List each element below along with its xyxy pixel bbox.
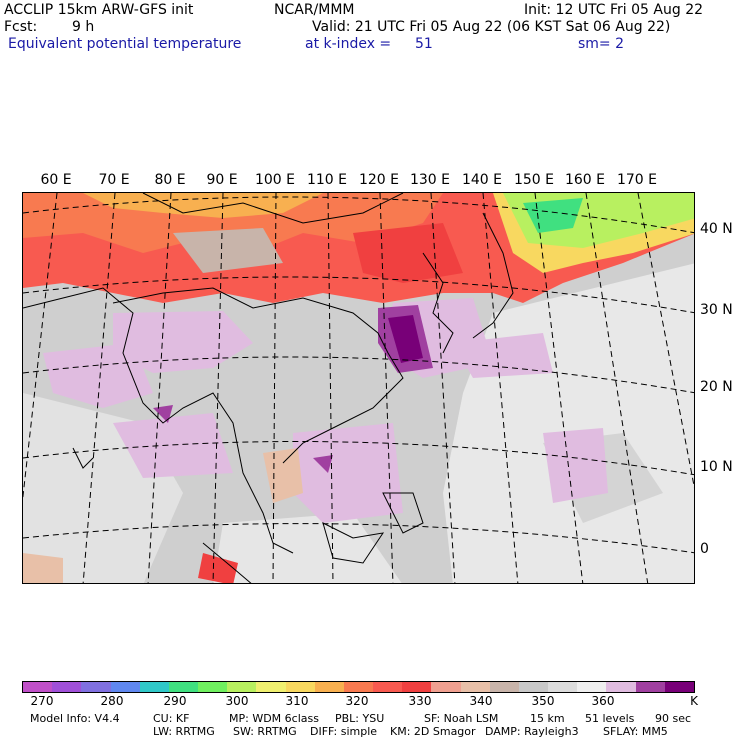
center-name: NCAR/MMM (274, 2, 355, 18)
map-field-svg (23, 193, 694, 583)
field-light-orange-band (83, 193, 323, 218)
fcst-label: Fcst: (4, 19, 38, 35)
footer-damp: DAMP: Rayleigh3 (485, 725, 579, 738)
colorbar-label-310: 310 (285, 694, 309, 708)
colorbar-label-330: 330 (408, 694, 432, 708)
footer-sflay: SFLAY: MM5 (603, 725, 668, 738)
field-green-region (523, 198, 583, 233)
field-purple-spot-2 (313, 455, 333, 473)
colorbar (22, 681, 695, 693)
footer-model-info: Model Info: V4.4 (30, 712, 120, 725)
colorbar-swatch-15 (460, 682, 490, 692)
lat-label-20n: 20 N (700, 379, 733, 395)
footer-sf: SF: Noah LSM (424, 712, 499, 725)
graticule-longitude (23, 193, 694, 583)
lat-label-0: 0 (700, 541, 709, 557)
footer-km: KM: 2D Smagor (390, 725, 476, 738)
colorbar-swatch-12 (373, 682, 403, 692)
colorbar-swatch-19 (577, 682, 607, 692)
colorbar-swatch-22 (664, 682, 694, 692)
field-name: Equivalent potential temperature (8, 36, 242, 52)
colorbar-swatch-2 (81, 682, 111, 692)
lon-label-120e: 120 E (358, 172, 400, 188)
colorbar-swatch-3 (110, 682, 140, 692)
footer-sw: SW: RRTMG (233, 725, 297, 738)
colorbar-swatch-10 (314, 682, 344, 692)
field-deep-red-patch (353, 223, 463, 283)
lon-label-100e: 100 E (254, 172, 296, 188)
lon-label-90e: 90 E (206, 172, 238, 188)
graticule-latitude (23, 196, 694, 554)
lon-label-160e: 160 E (564, 172, 606, 188)
init-time: Init: 12 UTC Fri 05 Aug 22 (524, 2, 704, 18)
field-lilac-scs (293, 423, 403, 523)
colorbar-swatch-0 (23, 682, 53, 692)
colorbar-swatch-13 (402, 682, 432, 692)
footer-resolution: 15 km (530, 712, 565, 725)
footer-diff: DIFF: simple (310, 725, 378, 738)
lon-label-140e: 140 E (461, 172, 503, 188)
colorbar-swatch-6 (198, 682, 228, 692)
field-peach-indochina (263, 448, 303, 503)
field-red-sumatra (198, 553, 238, 583)
model-title: ACCLIP 15km ARW-GFS init (4, 2, 194, 18)
lon-label-150e: 150 E (513, 172, 555, 188)
colorbar-swatch-18 (548, 682, 578, 692)
colorbar-swatch-21 (635, 682, 665, 692)
lon-label-170e: 170 E (616, 172, 658, 188)
lon-label-130e: 130 E (409, 172, 451, 188)
colorbar-label-350: 350 (531, 694, 555, 708)
smoothing-value: sm= 2 (578, 36, 625, 52)
colorbar-swatch-17 (518, 682, 549, 692)
field-light-south (213, 513, 402, 583)
valid-time: Valid: 21 UTC Fri 05 Aug 22 (06 KST Sat … (312, 19, 671, 35)
field-purple-spot-1 (153, 405, 173, 423)
footer-pbl: PBL: YSU (335, 712, 385, 725)
lat-label-30n: 30 N (700, 302, 733, 318)
colorbar-swatch-20 (606, 682, 636, 692)
footer-mp: MP: WDM 6class (229, 712, 319, 725)
footer-cu: CU: KF (153, 712, 190, 725)
colorbar-label-320: 320 (345, 694, 369, 708)
lon-label-80e: 80 E (154, 172, 186, 188)
colorbar-label-270: 270 (30, 694, 54, 708)
colorbar-swatch-11 (343, 682, 374, 692)
colorbar-label-unit: K (690, 694, 698, 708)
field-tan-patch (173, 228, 283, 273)
colorbar-swatch-4 (139, 682, 169, 692)
fcst-value: 9 h (72, 19, 95, 35)
lon-label-110e: 110 E (306, 172, 348, 188)
colorbar-label-360: 360 (591, 694, 615, 708)
field-peach-sw (23, 553, 63, 583)
level-label: at k-index = (305, 36, 392, 52)
footer-lw: LW: RRTMG (153, 725, 215, 738)
field-lilac-pacific (453, 333, 553, 378)
footer-levels: 51 levels (585, 712, 635, 725)
colorbar-swatch-9 (285, 682, 315, 692)
footer-timestep: 90 sec (655, 712, 692, 725)
theta-e-map (22, 192, 695, 584)
lon-label-70e: 70 E (98, 172, 130, 188)
field-darkpurple-core (388, 315, 423, 363)
lon-label-60e: 60 E (40, 172, 72, 188)
field-lilac-india-north (113, 311, 253, 373)
colorbar-label-280: 280 (100, 694, 124, 708)
colorbar-swatch-16 (489, 682, 519, 692)
coastlines (23, 193, 514, 583)
lat-label-40n: 40 N (700, 221, 733, 237)
colorbar-swatch-1 (52, 682, 82, 692)
field-lilac-bay (113, 413, 233, 478)
lat-label-10n: 10 N (700, 459, 733, 475)
colorbar-swatch-7 (227, 682, 257, 692)
field-lilac-east (543, 428, 608, 503)
colorbar-label-300: 300 (225, 694, 249, 708)
colorbar-swatch-8 (256, 682, 286, 692)
colorbar-label-340: 340 (469, 694, 493, 708)
colorbar-swatch-5 (168, 682, 199, 692)
level-value: 51 (415, 36, 433, 52)
colorbar-label-290: 290 (163, 694, 187, 708)
colorbar-swatch-14 (431, 682, 461, 692)
